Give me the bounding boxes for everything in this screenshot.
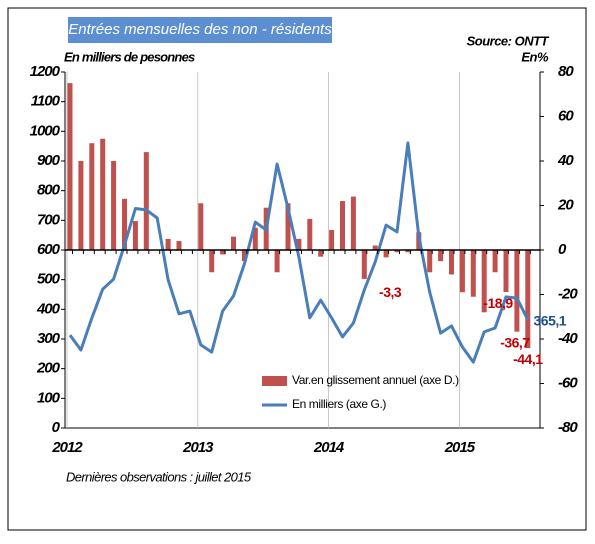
bar xyxy=(470,250,476,297)
bar xyxy=(111,161,117,250)
bar xyxy=(231,236,236,250)
y-tick-label: 900 xyxy=(37,152,61,169)
bar xyxy=(198,203,204,250)
legend-label: En milliers (axe G.) xyxy=(292,397,386,411)
y-tick-label: 800 xyxy=(37,182,61,199)
y-tick-label: 500 xyxy=(37,271,61,288)
y-tick-label: 0 xyxy=(52,419,61,436)
bar xyxy=(89,143,95,250)
data-label: -36,7 xyxy=(500,334,530,350)
bar xyxy=(372,245,378,250)
bar xyxy=(285,203,291,250)
line xyxy=(68,141,530,364)
bar xyxy=(165,238,171,250)
bar xyxy=(438,250,444,262)
bar xyxy=(220,250,226,255)
y2-tick-label: 40 xyxy=(557,152,574,169)
source: Source: ONTT xyxy=(467,33,550,48)
y-tick-label: 100 xyxy=(37,389,61,406)
y2-tick-label: 0 xyxy=(558,241,567,258)
bar xyxy=(340,201,345,250)
bar xyxy=(383,250,389,258)
legend-swatch xyxy=(262,376,287,386)
y2-tick-label: 80 xyxy=(558,63,574,80)
y-tick-label: 1100 xyxy=(31,93,61,110)
y-tick-label: 1000 xyxy=(30,122,61,139)
y2-axis-label: En% xyxy=(521,49,549,64)
bar xyxy=(492,250,498,273)
bar xyxy=(459,250,465,293)
y2-tick-label: 20 xyxy=(557,196,574,213)
bar xyxy=(100,138,106,250)
bar xyxy=(78,161,84,250)
bar xyxy=(122,198,127,250)
x-tick-label: 2012 xyxy=(51,439,83,456)
bar xyxy=(296,238,302,250)
bar xyxy=(252,227,258,250)
bar xyxy=(449,250,454,275)
y-axis-label: En milliers de pesonnes xyxy=(64,49,195,64)
frame xyxy=(7,7,587,531)
bar xyxy=(67,83,73,250)
y-tick-label: 1200 xyxy=(30,63,61,80)
data-label: 365,1 xyxy=(534,312,567,328)
y2-tick-label: -80 xyxy=(558,419,578,436)
y-tick-label: 400 xyxy=(36,300,61,317)
x-tick-label: 2013 xyxy=(182,439,214,456)
y2-tick-label: -20 xyxy=(558,285,578,302)
y-tick-label: 200 xyxy=(36,360,61,377)
y-tick-label: 700 xyxy=(37,211,61,228)
data-label: -3,3 xyxy=(379,284,402,300)
y2-tick-label: 60 xyxy=(558,107,574,124)
y-tick-label: 600 xyxy=(37,241,61,258)
bar xyxy=(405,250,411,253)
data-label: -18,9 xyxy=(483,295,513,311)
bar xyxy=(514,250,520,332)
y2-tick-label: -60 xyxy=(558,374,578,391)
y2-tick-label: -40 xyxy=(558,330,578,347)
chart-title: Entrées mensuelles des non - résidents xyxy=(68,21,332,38)
bar xyxy=(350,196,356,250)
x-tick-label: 2014 xyxy=(313,439,345,456)
footnote: Dernières observations : juillet 2015 xyxy=(66,469,252,484)
y-tick-label: 300 xyxy=(37,330,61,347)
bar xyxy=(241,250,247,262)
bar xyxy=(318,250,324,257)
legend-label: Var.en glissement annuel (axe D.) xyxy=(292,373,459,387)
bar xyxy=(274,250,280,273)
bar xyxy=(143,152,149,250)
bar xyxy=(361,250,367,279)
bar xyxy=(394,250,400,253)
bar xyxy=(209,250,215,273)
bar xyxy=(503,250,509,293)
bar xyxy=(329,229,335,250)
bar xyxy=(481,250,487,313)
bar xyxy=(525,250,531,349)
title-box xyxy=(68,17,332,43)
bar xyxy=(427,250,433,273)
data-label: -44,1 xyxy=(513,351,543,367)
bar xyxy=(307,218,313,250)
bar xyxy=(132,221,138,250)
x-tick-label: 2015 xyxy=(444,439,476,456)
bar xyxy=(176,241,182,250)
